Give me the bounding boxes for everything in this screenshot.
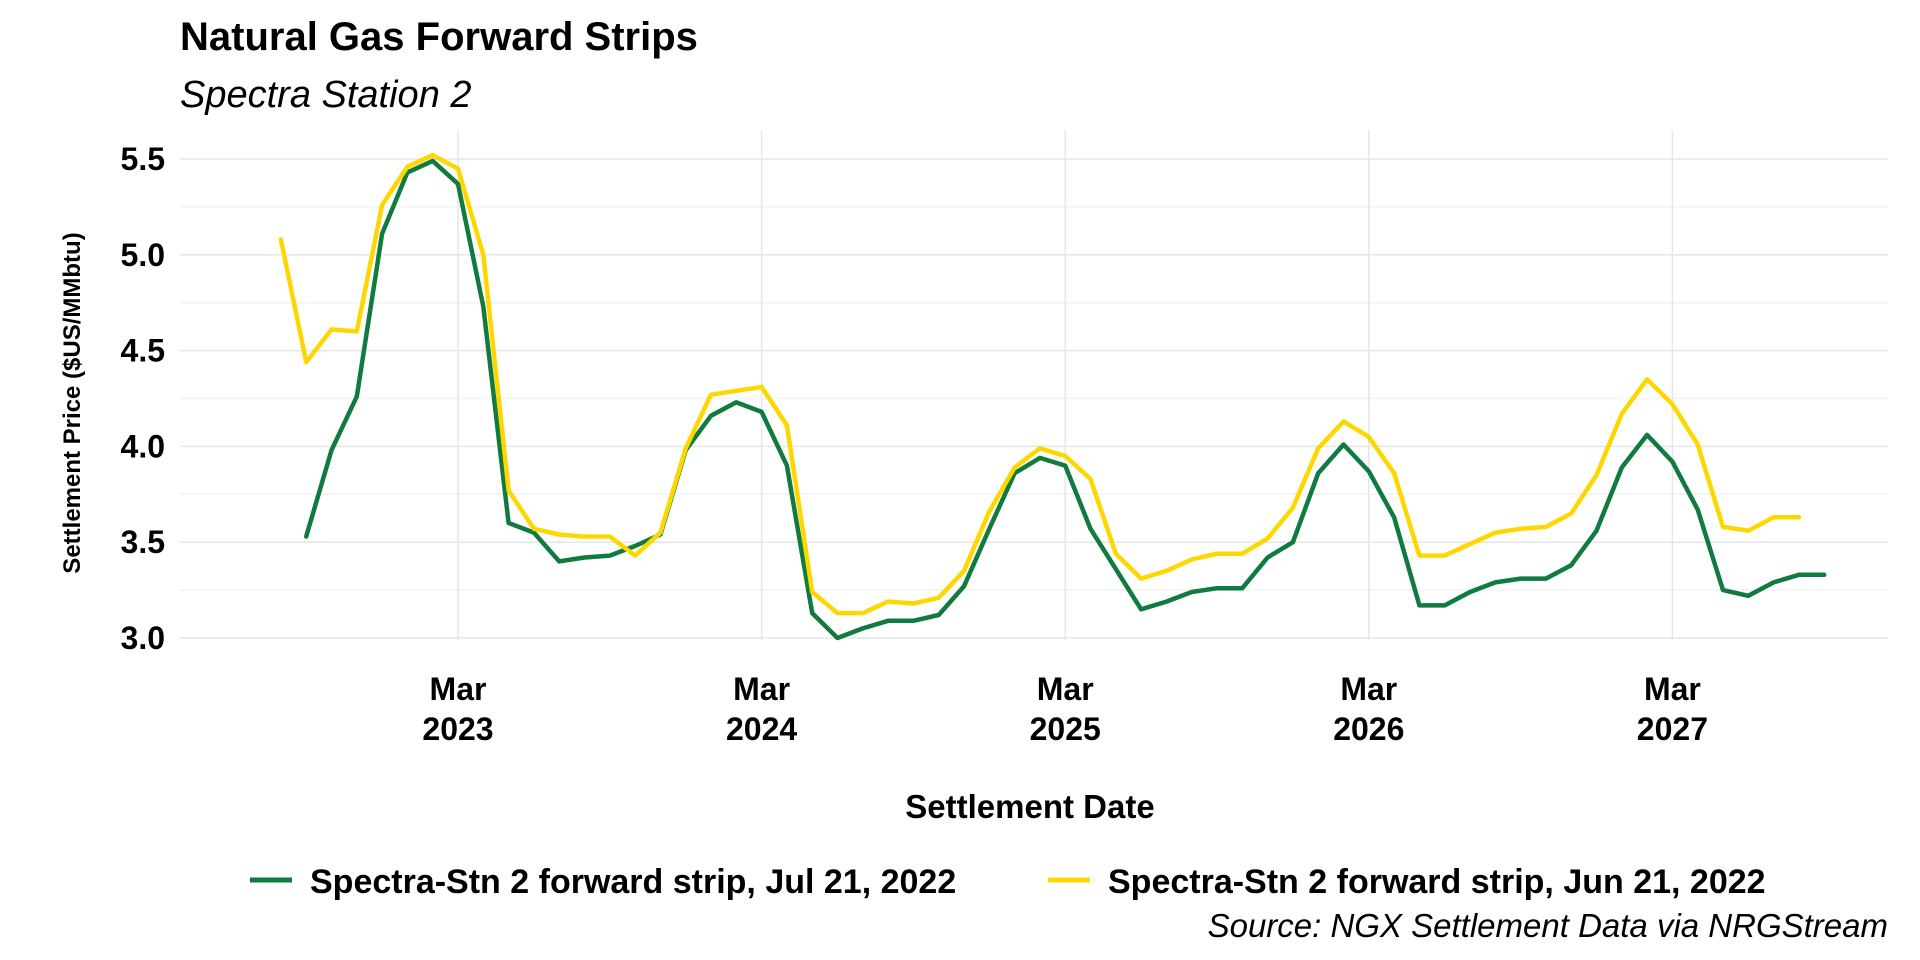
legend-label-jun: Spectra-Stn 2 forward strip, Jun 21, 202… xyxy=(1108,863,1766,901)
y-tick-label: 3.5 xyxy=(121,524,165,560)
y-tick-label: 5.0 xyxy=(121,237,165,273)
x-tick-month: Mar xyxy=(1340,671,1397,707)
y-tick-label: 5.5 xyxy=(121,141,165,177)
x-tick-month: Mar xyxy=(430,671,487,707)
y-tick-label: 4.5 xyxy=(121,333,165,369)
y-tick-label: 3.0 xyxy=(121,620,165,656)
x-axis-title: Settlement Date xyxy=(905,788,1154,825)
grid-layer xyxy=(180,130,1888,640)
x-tick-month: Mar xyxy=(733,671,790,707)
x-tick-year: 2023 xyxy=(422,711,493,747)
y-tick-label: 4.0 xyxy=(121,428,165,464)
x-tick-month: Mar xyxy=(1037,671,1094,707)
chart-title: Natural Gas Forward Strips xyxy=(180,15,698,59)
series-layer xyxy=(278,152,1827,641)
source-caption: Source: NGX Settlement Data via NRGStrea… xyxy=(1208,907,1888,944)
chart-subtitle: Spectra Station 2 xyxy=(180,74,472,116)
x-tick-month: Mar xyxy=(1644,671,1701,707)
x-tick-year: 2026 xyxy=(1333,711,1404,747)
series-line-jul-21-2022 xyxy=(303,158,1827,641)
y-axis-title: Settlement Price ($US/MMbtu) xyxy=(59,232,86,573)
x-axis-ticks: Mar 2023 Mar 2024 Mar 2025 Mar 2026 Mar 2027 xyxy=(422,671,1708,747)
y-axis-ticks: 3.0 3.5 4.0 4.5 5.0 5.5 xyxy=(121,141,165,656)
x-tick-year: 2027 xyxy=(1637,711,1708,747)
legend-label-jul: Spectra-Stn 2 forward strip, Jul 21, 202… xyxy=(310,863,956,901)
x-tick-year: 2024 xyxy=(726,711,797,747)
legend: Spectra-Stn 2 forward strip, Jul 21, 202… xyxy=(250,863,1766,901)
x-tick-year: 2025 xyxy=(1030,711,1101,747)
series-line-jun-21-2022 xyxy=(278,152,1802,616)
